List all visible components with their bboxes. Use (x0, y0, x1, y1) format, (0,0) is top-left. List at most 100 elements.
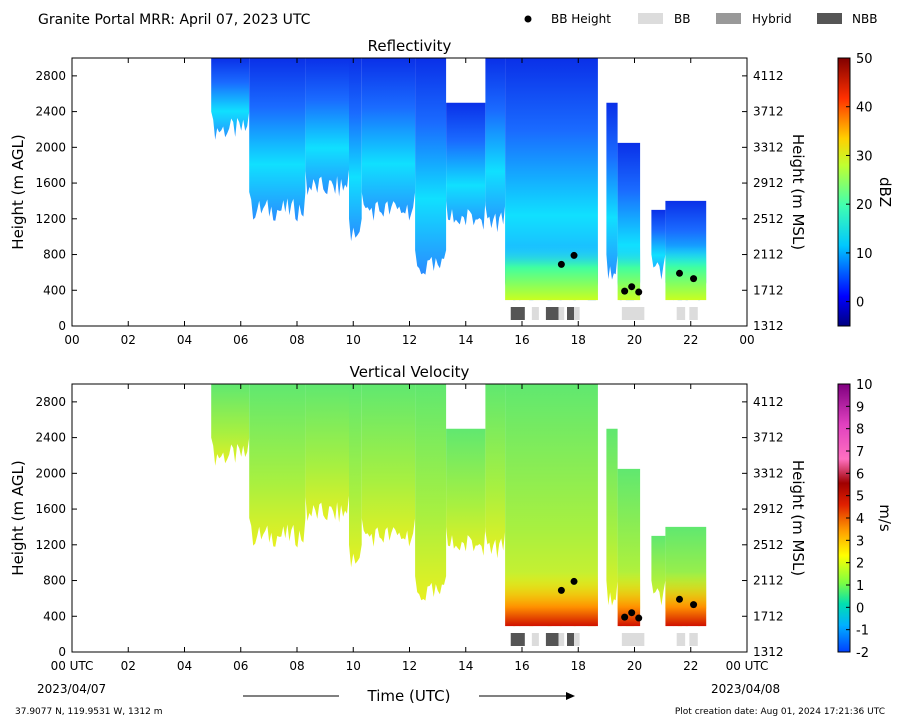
bb-height-point (621, 287, 629, 295)
velocity-title: Vertical Velocity (350, 363, 470, 381)
velocity-y-axis-label: Height (m AGL) (9, 460, 27, 575)
colorbar-tick-label: 10 (856, 378, 873, 393)
y-tick-label: 800 (43, 248, 66, 262)
colorbar-tick-label: 8 (856, 423, 864, 438)
bb-height-point (635, 614, 643, 622)
bb-height-point (635, 288, 643, 296)
colorbar-tick-label: 30 (856, 149, 873, 164)
bb-bar-bb (558, 307, 565, 320)
colorbar-tick-label: 10 (856, 247, 873, 262)
y-tick-label: 2000 (35, 466, 66, 480)
reflectivity-echo (211, 58, 707, 301)
velocity-y-right-axis-label: Height (m MSL) (789, 460, 807, 576)
x-tick-label: 12 (402, 659, 417, 673)
velocity-echo-segment (361, 384, 416, 547)
x-tick-label: 14 (458, 659, 473, 673)
y-tick-label: 2000 (35, 140, 66, 154)
bb-height-point (570, 251, 578, 259)
x-tick-label: 18 (571, 659, 586, 673)
x-tick-label: 10 (346, 659, 361, 673)
y-right-tick-label: 3312 (753, 140, 784, 154)
reflectivity-echo-segment (651, 209, 666, 280)
header-legend: BB Height BB Hybrid NBB (524, 12, 877, 26)
x-tick-label: 22 (683, 333, 698, 347)
reflectivity-colorbar (837, 57, 851, 327)
x-tick-label: 18 (571, 333, 586, 347)
velocity-echo-segment (485, 384, 506, 559)
y-right-tick-label: 3712 (753, 431, 784, 445)
y-right-tick-label: 4112 (753, 69, 784, 83)
y-right-tick-label: 1312 (753, 645, 784, 659)
bb-bar-bb (558, 633, 565, 646)
bb-height-point (676, 269, 683, 277)
reflectivity-bright-band-bars (510, 307, 698, 320)
y-tick-label: 2400 (35, 105, 66, 119)
x-tick-label: 02 (121, 659, 136, 673)
x-tick-label: 08 (289, 659, 304, 673)
velocity-bb-height-points (557, 577, 698, 622)
bb-bar-bb (676, 633, 686, 646)
bb-bar-bb (531, 633, 539, 646)
colorbar-tick-label: 4 (856, 512, 864, 527)
reflectivity-y-right-axis-label: Height (m MSL) (789, 134, 807, 250)
bb-bar-bb (689, 307, 698, 320)
y-right-tick-label: 2912 (753, 176, 784, 190)
bb-bar-nbb (510, 633, 525, 646)
x-tick-label: 22 (683, 659, 698, 673)
x-tick-label: 16 (514, 659, 529, 673)
bb-bar-bb (689, 633, 698, 646)
end-date-label: 2023/04/08 (711, 682, 780, 696)
reflectivity-echo-core (665, 245, 707, 301)
velocity-echo-core (665, 571, 707, 627)
velocity-echo-segment (415, 384, 447, 601)
legend-hybrid-label: Hybrid (752, 12, 792, 26)
bb-bar-nbb (545, 633, 559, 646)
bb-height-point (628, 283, 636, 291)
legend-bb-label: BB (674, 12, 690, 26)
velocity-echo-segment (505, 384, 598, 627)
reflectivity-title: Reflectivity (368, 37, 452, 55)
x-tick-label: 06 (233, 659, 248, 673)
colorbar-tick-label: 0 (856, 296, 864, 311)
colorbar-tick-label: 7 (856, 445, 864, 460)
velocity-echo-core (505, 571, 598, 627)
colorbar-tick-label: -1 (856, 624, 869, 639)
x-tick-label: 16 (514, 333, 529, 347)
x-tick-label: 00 (64, 333, 79, 347)
y-tick-label: 2800 (35, 395, 66, 409)
y-tick-label: 400 (43, 609, 66, 623)
y-right-tick-label: 2512 (753, 538, 784, 552)
reflectivity-echo-segment (505, 58, 598, 301)
y-right-tick-label: 2112 (753, 574, 784, 588)
bb-bar-bb (574, 307, 580, 320)
velocity-colorbar-label: m/s (876, 504, 894, 532)
bb-bar-nbb (567, 307, 575, 320)
colorbar-tick-label: 3 (856, 534, 864, 549)
location-text: 37.9077 N, 119.9531 W, 1312 m (15, 707, 163, 717)
bb-bar-bb (531, 307, 539, 320)
velocity-echo-segment (249, 384, 306, 548)
bb-bar-bb (574, 633, 580, 646)
bb-bar-bb (676, 307, 686, 320)
y-tick-label: 400 (43, 283, 66, 297)
y-tick-label: 1600 (35, 502, 66, 516)
bb-height-point (676, 595, 683, 603)
bb-bar-nbb (567, 633, 575, 646)
x-tick-label: 12 (402, 333, 417, 347)
creation-date-text: Plot creation date: Aug 01, 2024 17:21:3… (675, 707, 885, 717)
x-tick-label: 02 (121, 333, 136, 347)
x-tick-label: 00 (739, 333, 754, 347)
colorbar-tick-label: 9 (856, 400, 864, 415)
bb-bar-bb (621, 307, 645, 320)
colorbar-tick-label: 6 (856, 467, 864, 482)
reflectivity-bb-height-points (557, 251, 698, 296)
bb-height-point (690, 275, 698, 283)
bb-height-point (557, 586, 565, 594)
y-right-tick-label: 4112 (753, 395, 784, 409)
x-tick-label: 06 (233, 333, 248, 347)
reflectivity-echo-core (505, 245, 598, 301)
velocity-echo-segment (446, 428, 486, 556)
